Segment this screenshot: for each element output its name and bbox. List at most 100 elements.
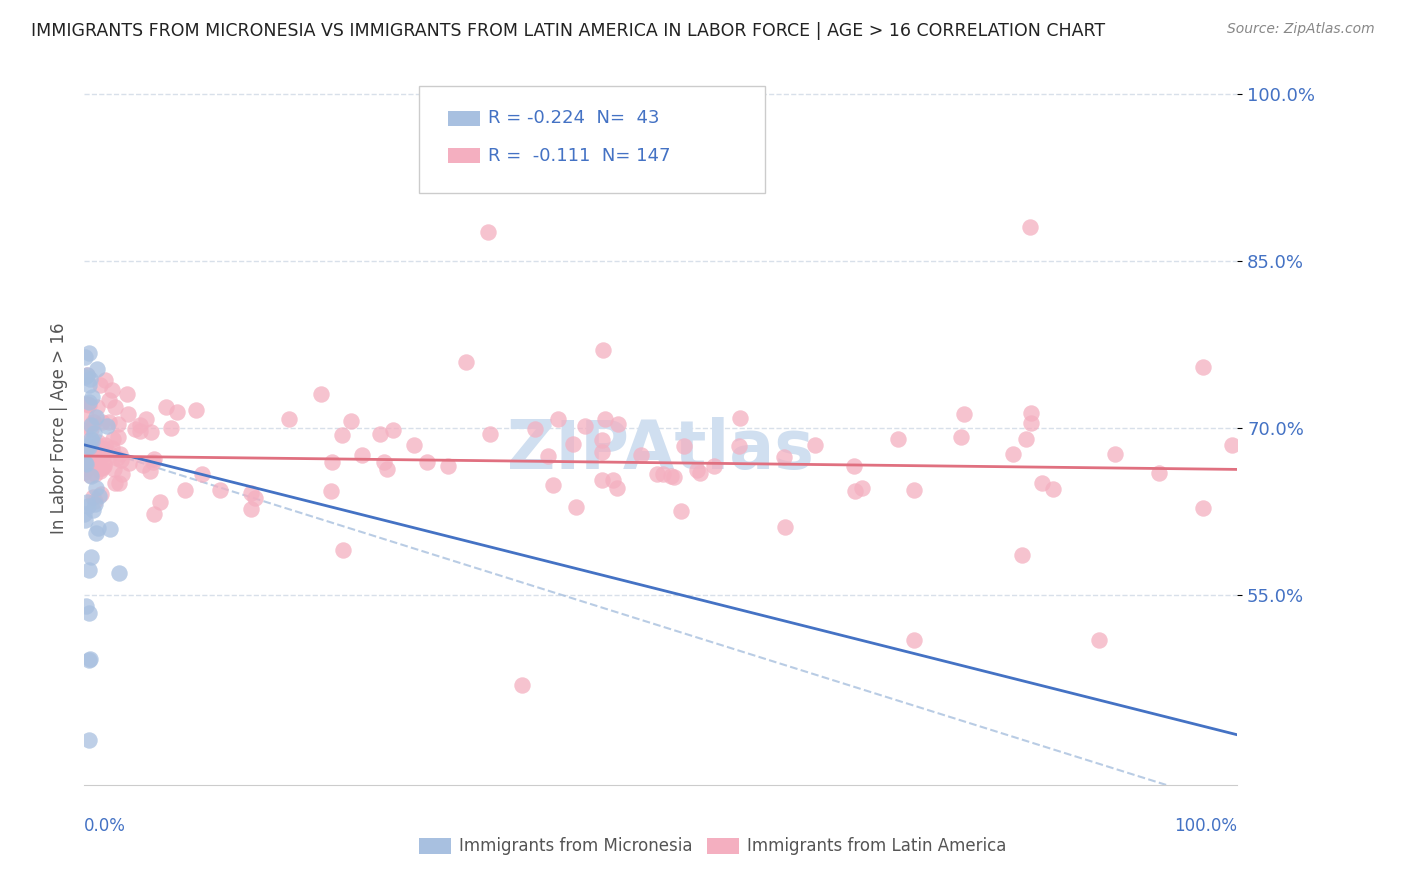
Point [402,438,425,452]
Text: Source: ZipAtlas.com: Source: ZipAtlas.com [1227,22,1375,37]
Point [79,372,101,386]
Point [139,464,162,478]
Point [155,400,177,414]
Point [90,460,112,475]
Point [842,458,865,473]
Point [110,452,132,467]
Point [1042,483,1064,497]
Point [1191,359,1213,374]
Text: R = -0.224  N=  43: R = -0.224 N= 43 [488,110,659,128]
Point [75,599,97,613]
Point [86,438,108,452]
Point [79,652,101,666]
Point [208,483,231,498]
Point [593,412,616,426]
Point [454,355,477,369]
Point [98,416,121,430]
Point [76,450,98,464]
Point [574,418,596,433]
Point [321,455,343,469]
Point [89,464,111,478]
Point [606,481,628,495]
Point [83,416,105,430]
Point [686,463,709,477]
Text: IMMIGRANTS FROM MICRONESIA VS IMMIGRANTS FROM LATIN AMERICA IN LABOR FORCE | AGE: IMMIGRANTS FROM MICRONESIA VS IMMIGRANTS… [31,22,1105,40]
Point [83,450,105,465]
Point [83,425,105,440]
Point [90,486,112,500]
Point [84,494,107,508]
FancyBboxPatch shape [447,111,479,127]
Point [115,387,138,401]
Point [89,378,111,392]
Point [76,368,98,383]
Point [79,422,101,436]
Point [89,460,111,475]
Point [804,438,827,452]
Point [84,467,107,481]
Point [149,495,172,509]
Point [82,502,104,516]
Point [77,606,100,620]
Point [118,456,141,470]
Point [1192,500,1215,515]
Point [77,439,100,453]
Point [1222,438,1244,452]
Y-axis label: In Labor Force | Age > 16: In Labor Force | Age > 16 [49,322,67,534]
Point [84,497,107,511]
Point [727,439,749,453]
Point [82,390,104,404]
Point [86,434,108,449]
Point [330,427,353,442]
Point [76,397,98,411]
Point [561,437,583,451]
Point [107,450,129,465]
Point [773,519,796,533]
Point [93,457,115,471]
Text: 100.0%: 100.0% [1174,817,1237,835]
Point [97,392,120,407]
Point [94,373,117,387]
FancyBboxPatch shape [419,838,451,855]
Point [94,438,117,452]
Point [111,467,134,481]
Point [75,397,97,411]
Point [107,475,129,490]
Point [93,442,115,456]
Point [108,447,131,461]
Point [436,458,458,473]
Point [104,400,127,414]
Point [477,225,499,239]
Point [79,441,101,455]
Point [84,447,107,461]
Point [79,378,101,392]
Point [96,418,118,433]
Point [375,461,398,475]
Point [73,370,96,384]
Point [84,410,107,425]
Point [602,473,624,487]
Point [107,429,129,443]
Point [79,653,101,667]
Point [373,455,395,469]
Point [524,422,547,436]
Point [673,439,696,453]
Point [76,462,98,476]
Point [565,500,588,514]
Point [100,383,122,397]
Point [129,418,152,433]
Text: 0.0%: 0.0% [84,817,127,835]
Point [1147,467,1170,481]
Point [79,549,101,564]
Point [135,411,157,425]
Point [108,566,131,581]
Point [949,430,972,444]
FancyBboxPatch shape [447,148,479,163]
Point [730,410,752,425]
Point [73,508,96,522]
Point [73,513,96,527]
FancyBboxPatch shape [419,86,765,193]
Point [84,481,107,495]
Point [107,417,129,431]
Point [903,633,925,648]
